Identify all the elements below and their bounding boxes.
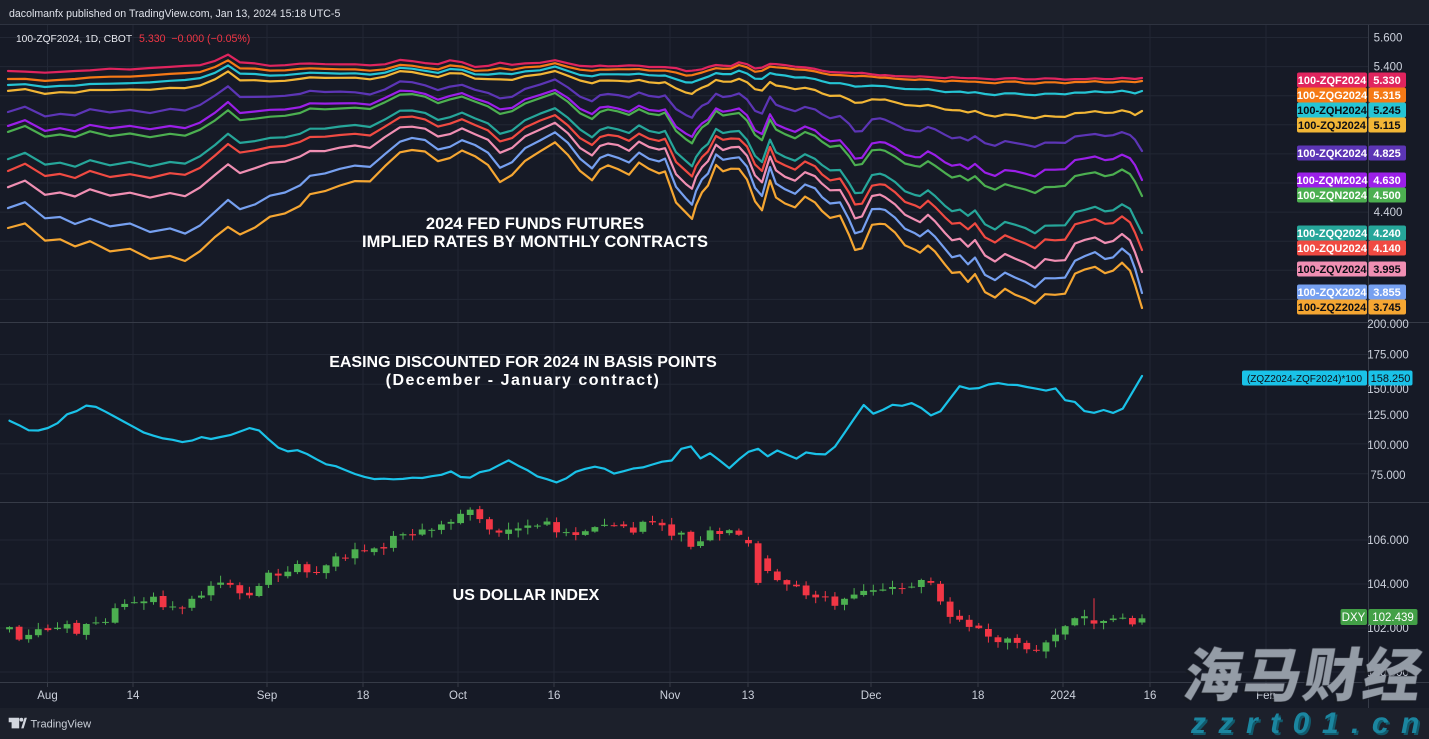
svg-text:158.250: 158.250	[1371, 373, 1411, 385]
svg-text:13: 13	[742, 690, 755, 702]
svg-text:100-ZQU2024: 100-ZQU2024	[1297, 243, 1368, 255]
svg-text:100-ZQX2024: 100-ZQX2024	[1297, 287, 1367, 299]
svg-text:DXY: DXY	[1342, 612, 1366, 624]
svg-text:5.400: 5.400	[1374, 62, 1403, 74]
svg-text:100-ZQK2024: 100-ZQK2024	[1297, 148, 1368, 160]
svg-text:3.855: 3.855	[1373, 287, 1401, 299]
svg-text:104.000: 104.000	[1367, 579, 1409, 591]
svg-text:Nov: Nov	[660, 690, 681, 702]
svg-text:100.000: 100.000	[1367, 440, 1409, 452]
svg-text:US DOLLAR INDEX: US DOLLAR INDEX	[453, 587, 600, 604]
svg-text:100-ZQV2024: 100-ZQV2024	[1297, 264, 1367, 276]
svg-text:4.630: 4.630	[1373, 175, 1401, 187]
svg-text:100-ZQG2024: 100-ZQG2024	[1297, 90, 1368, 102]
svg-text:4.400: 4.400	[1374, 207, 1403, 219]
svg-text:4.240: 4.240	[1373, 228, 1401, 240]
svg-text:106.000: 106.000	[1367, 535, 1409, 547]
svg-text:100-ZQF2024, 1D, CBOT: 100-ZQF2024, 1D, CBOT	[16, 34, 132, 45]
svg-text:175.000: 175.000	[1367, 350, 1409, 362]
svg-text:Sep: Sep	[257, 690, 277, 702]
svg-text:5.115: 5.115	[1374, 120, 1401, 132]
svg-text:5.600: 5.600	[1374, 33, 1403, 45]
svg-text:102.000: 102.000	[1367, 623, 1409, 635]
svg-text:16: 16	[548, 690, 561, 702]
svg-text:TradingView: TradingView	[31, 719, 92, 731]
svg-text:100-ZQN2024: 100-ZQN2024	[1297, 190, 1368, 202]
svg-text:Dec: Dec	[861, 690, 882, 702]
svg-text:5.315: 5.315	[1373, 90, 1401, 102]
svg-text:75.000: 75.000	[1370, 470, 1405, 482]
svg-text:150.000: 150.000	[1367, 384, 1409, 396]
svg-text:4.500: 4.500	[1373, 190, 1401, 202]
svg-text:4.140: 4.140	[1373, 243, 1401, 255]
svg-text:5.330: 5.330	[1373, 75, 1401, 87]
svg-text:4.825: 4.825	[1373, 148, 1401, 160]
svg-text:100-ZQQ2024: 100-ZQQ2024	[1297, 228, 1368, 240]
svg-text:18: 18	[357, 690, 370, 702]
svg-text:125.000: 125.000	[1367, 410, 1409, 422]
svg-text:100-ZQZ2024: 100-ZQZ2024	[1298, 302, 1367, 314]
svg-text:5.245: 5.245	[1373, 105, 1401, 117]
svg-text:(December - January contract): (December - January contract)	[386, 372, 661, 389]
svg-text:EASING DISCOUNTED FOR 2024 IN: EASING DISCOUNTED FOR 2024 IN BASIS POIN…	[329, 354, 717, 371]
svg-text:IMPLIED RATES BY MONTHLY CONTR: IMPLIED RATES BY MONTHLY CONTRACTS	[362, 233, 708, 251]
svg-text:100-ZQF2024: 100-ZQF2024	[1298, 75, 1367, 87]
svg-text:2024 FED FUNDS FUTURES: 2024 FED FUNDS FUTURES	[426, 215, 644, 233]
svg-text:2024: 2024	[1050, 690, 1076, 702]
svg-text:100-ZQM2024: 100-ZQM2024	[1297, 175, 1369, 187]
svg-text:100-ZQH2024: 100-ZQH2024	[1297, 105, 1368, 117]
svg-text:Aug: Aug	[37, 690, 57, 702]
svg-text:14: 14	[127, 690, 140, 702]
svg-text:200.000: 200.000	[1367, 319, 1409, 331]
svg-text:100-ZQJ2024: 100-ZQJ2024	[1298, 120, 1367, 132]
svg-text:102.439: 102.439	[1372, 612, 1414, 624]
svg-text:dacolmanfx published on Tradin: dacolmanfx published on TradingView.com,…	[9, 8, 340, 20]
svg-text:(ZQZ2024-ZQF2024)*100: (ZQZ2024-ZQF2024)*100	[1247, 374, 1362, 385]
svg-text:zzrt01.cn: zzrt01.cn	[1190, 707, 1429, 739]
svg-text:5.330 −0.000 (−0.05%): 5.330 −0.000 (−0.05%)	[139, 33, 250, 45]
svg-text:18: 18	[972, 690, 985, 702]
svg-text:zzrt01.cn: zzrt01.cn	[1192, 709, 1429, 739]
svg-text:Oct: Oct	[449, 690, 468, 702]
svg-text:16: 16	[1144, 690, 1157, 702]
svg-text:3.995: 3.995	[1373, 264, 1401, 276]
svg-text:3.745: 3.745	[1373, 302, 1401, 314]
